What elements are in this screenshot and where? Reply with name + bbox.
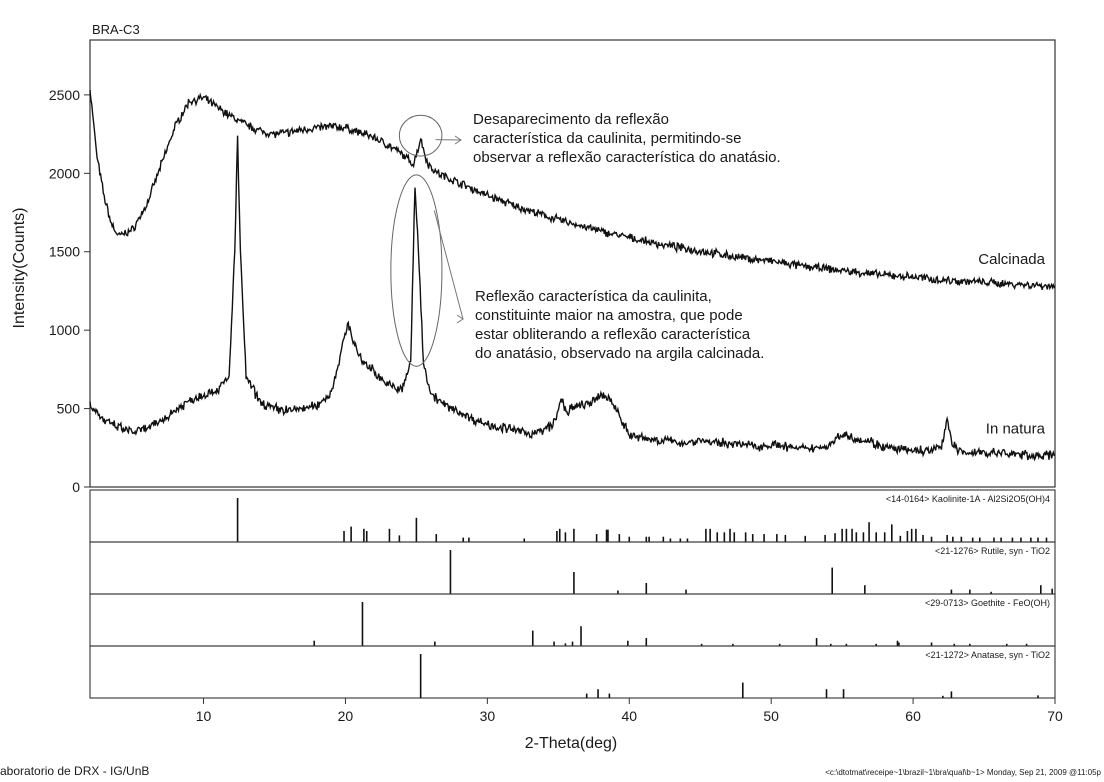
annotation-text: característica da caulinita, permitindo-…: [473, 130, 741, 147]
annotation-ellipse: [390, 174, 443, 367]
x-axis-label: 2-Theta(deg): [525, 735, 618, 752]
main-plot-panel: 0 500 1000 1500 2000 2500 Calcinada In natura De…: [49, 39, 1056, 495]
annotation-text: Reflexão característica da caulinita,: [475, 288, 712, 305]
reference-label: <21-1276> Rutile, syn - TiO2: [935, 546, 1050, 556]
annotation-text: estar obliterando a reflexão característ…: [475, 326, 751, 343]
series-line: [89, 90, 1056, 291]
y-tick-label: 2000: [49, 165, 80, 181]
y-axis-label: Intensity(Counts): [11, 208, 28, 329]
x-tick-label: 10: [196, 708, 212, 724]
annotation-text: constituinte maior na amostra, que pode: [475, 307, 743, 324]
annotation-arrowhead: [454, 135, 462, 145]
x-tick-label: 70: [1047, 708, 1063, 724]
footer-file-info: <c:\dtotmat\receipe~1\brazil~1\bra\qual\…: [825, 768, 1101, 777]
y-tick-label: 500: [57, 401, 81, 417]
y-tick-label: 1000: [49, 322, 80, 338]
plot-frame: [89, 39, 1056, 488]
reference-label: <29-0713> Goethite - FeO(OH): [925, 598, 1050, 608]
reference-panels: <14-0164> Kaolinite-1A - Al2Si2O5(OH)4 <2…: [89, 489, 1056, 699]
reference-label: <21-1272> Anatase, syn - TiO2: [925, 650, 1050, 660]
x-axis-ticks: 10 20 30 40 50 60 70: [196, 698, 1063, 724]
reference-panel: [89, 593, 1056, 647]
x-tick-label: 40: [621, 708, 637, 724]
x-tick-label: 60: [905, 708, 921, 724]
annotation-arrowhead: [456, 314, 464, 324]
series-label: In natura: [986, 421, 1046, 438]
annotation-text: do anatásio, observado na argila calcina…: [475, 345, 764, 362]
y-tick-label: 2500: [49, 87, 80, 103]
reference-label: <14-0164> Kaolinite-1A - Al2Si2O5(OH)4: [886, 494, 1050, 504]
x-tick-label: 50: [763, 708, 779, 724]
annotation-arrow: [433, 210, 464, 320]
sample-title: BRA-C3: [92, 22, 140, 37]
y-tick-label: 1500: [49, 244, 80, 260]
footer-lab: aboratorio de DRX - IG/UnB: [0, 764, 149, 778]
annotation-text: observar a reflexão característica do an…: [473, 149, 781, 166]
reference-panel: [89, 541, 1056, 595]
annotation-ellipse: [398, 114, 443, 157]
series-line: [89, 135, 1056, 462]
reference-panel: [89, 645, 1056, 699]
x-tick-label: 20: [338, 708, 354, 724]
y-tick-label: 0: [72, 479, 80, 495]
series-label: Calcinada: [978, 251, 1045, 268]
annotation-text: Desaparecimento da reflexão: [473, 111, 669, 128]
x-tick-label: 30: [480, 708, 496, 724]
